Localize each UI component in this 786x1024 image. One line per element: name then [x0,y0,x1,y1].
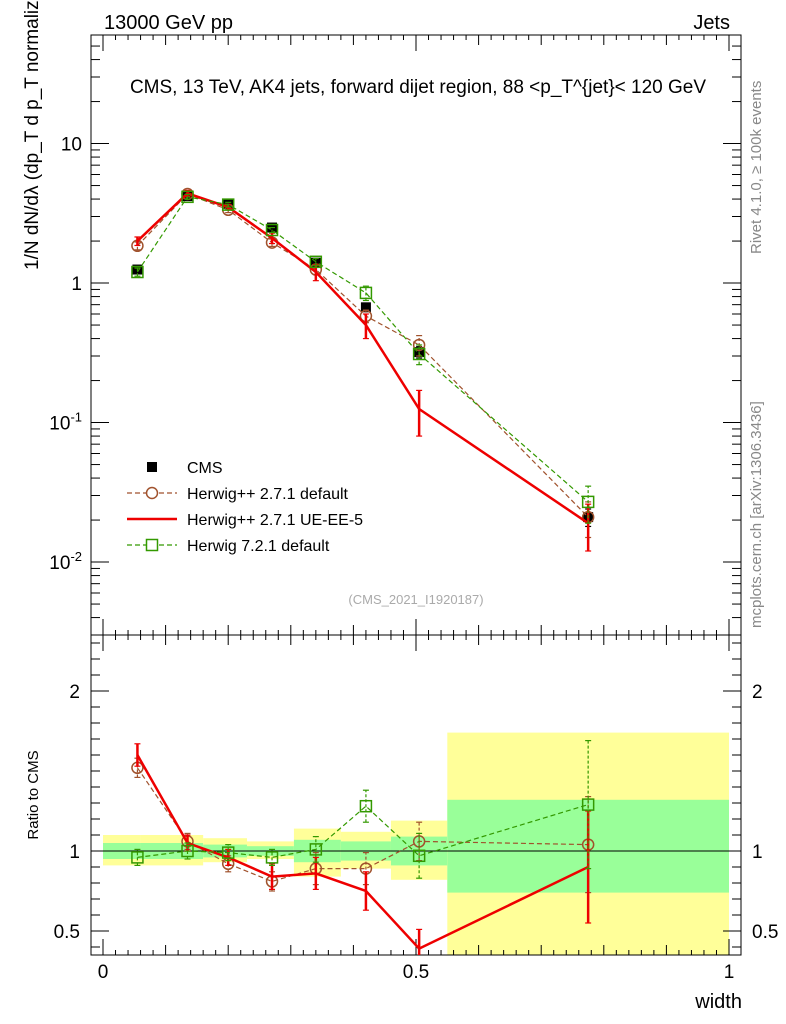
main-point-herwig-2-7-1-default [412,338,426,352]
ratio-y-tick-label-right: 2 [752,682,763,703]
rivet-label: Rivet 4.1.0, ≥ 100k events [748,81,765,254]
main-point-cms [360,302,371,313]
ratio-point-herwig-7-2-1-default [581,798,595,811]
x-tick-label: 0.5 [403,962,429,983]
x-tick-label: 1 [724,962,735,983]
ratio-series-layer [131,739,595,955]
ratio-y-tick-label-right: 0.5 [752,922,778,943]
main-series-layer [131,187,595,552]
ratio-y-tick-label-left: 0.5 [54,922,80,943]
main-point-herwig-7-2-1-default [309,255,323,269]
ratio-point-herwig-7-2-1-default [221,846,235,859]
header-right: Jets [693,12,730,34]
ratio-line-herwig-7-2-1-default [137,804,589,859]
ratio-point-herwig-7-2-1-default [265,851,279,864]
plot-title: CMS, 13 TeV, AK4 jets, forward dijet reg… [130,77,706,98]
ratio-y-axis-label: Ratio to CMS [25,750,42,839]
ratio-line-herwig-2-7-1-ue-ee-5 [136,754,589,951]
main-line-herwig-7-2-1-default [136,196,589,503]
main-point-herwig-7-2-1-default [581,495,595,509]
x-axis-label: width [694,991,742,1013]
legend-label-herwig-2-7-1-default: Herwig++ 2.7.1 default [187,486,349,503]
ratio-y-tick-label-left: 2 [69,682,80,703]
main-point-herwig-7-2-1-default [181,190,194,204]
legend-marker-cms [147,462,157,472]
main-point-herwig-7-2-1-default [265,223,279,237]
legend-label-cms: CMS [187,460,223,477]
legend-marker-herwig-2-7-1-default [145,486,159,500]
main-point-herwig-7-2-1-default [131,265,144,279]
main-y-tick-label: 10 [61,135,82,156]
ratio-y-tick-label-left: 1 [69,842,80,863]
x-tick-label: 0 [98,962,109,983]
legend-marker-herwig-7-2-1-default [145,538,159,552]
main-y-axis-label: 1/N dN/dλ (dp_T d p_T normalized) [22,0,43,270]
mcplots-label: mcplots.cern.ch [arXiv:1306.3436] [748,401,765,628]
main-y-tick-label: 10-1 [49,410,82,435]
ratio-point-herwig-7-2-1-default [359,799,373,813]
ratio-point-herwig-7-2-1-default [181,844,194,858]
main-point-herwig-7-2-1-default [359,286,373,300]
main-line-herwig-2-7-1-ue-ee-5 [136,191,589,525]
legend: CMS Herwig++ 2.7.1 default Herwig++ 2.7.1 … [127,460,363,555]
ratio-axis-ticks: 0.5 0.5 1 1 2 2 0 0.5 1 [54,635,778,983]
main-axis-ticks: 10-2 10-1 1 10 [49,34,741,636]
ratio-point-herwig-7-2-1-default [412,849,426,863]
legend-label-herwig-7-2-1-default: Herwig 7.2.1 default [187,538,330,555]
ratio-point-herwig-7-2-1-default [131,851,144,864]
ratio-y-tick-label-right: 1 [752,842,763,863]
analysis-tag: (CMS_2021_I1920187) [348,592,483,607]
ratio-series-clipped [131,739,595,955]
main-y-tick-label: 10-2 [49,549,82,574]
legend-label-herwig-2-7-1-ue-ee-5: Herwig++ 2.7.1 UE-EE-5 [187,512,363,529]
main-point-herwig-7-2-1-default [221,198,235,211]
ratio-point-herwig-7-2-1-default [309,843,323,856]
main-point-herwig-7-2-1-default [412,347,426,361]
header-left: 13000 GeV pp [104,12,233,34]
main-y-tick-label: 1 [71,274,82,295]
